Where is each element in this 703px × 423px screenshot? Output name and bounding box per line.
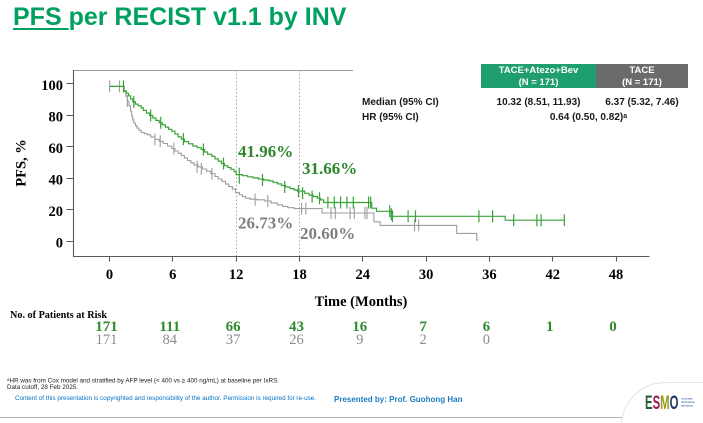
svg-text:26.73%: 26.73% [238, 214, 293, 233]
svg-text:48: 48 [609, 267, 624, 283]
svg-text:37: 37 [226, 332, 241, 348]
svg-text:80: 80 [49, 110, 64, 126]
svg-text:18: 18 [292, 267, 307, 283]
svg-text:BETTER MEDICINE: BETTER MEDICINE [681, 402, 695, 404]
svg-text:60: 60 [49, 141, 64, 157]
svg-text:24: 24 [356, 267, 371, 283]
svg-text:No. of Patients at Risk: No. of Patients at Risk [10, 310, 107, 321]
svg-text:ESMO: ESMO [645, 393, 679, 412]
svg-text:GOOD SCIENCE: GOOD SCIENCE [681, 398, 693, 400]
svg-text:0: 0 [56, 236, 63, 252]
svg-text:0: 0 [609, 319, 617, 335]
svg-text:20: 20 [49, 204, 64, 220]
svg-text:31.66%: 31.66% [302, 159, 357, 178]
svg-text:7: 7 [419, 319, 427, 335]
svg-text:66: 66 [226, 319, 242, 335]
svg-text:36: 36 [482, 267, 497, 283]
svg-text:30: 30 [419, 267, 434, 283]
svg-text:171: 171 [95, 319, 118, 335]
svg-text:40: 40 [49, 173, 64, 189]
svg-text:42: 42 [545, 267, 560, 283]
svg-text:6: 6 [169, 267, 176, 283]
svg-text:43: 43 [289, 319, 304, 335]
svg-text:1: 1 [546, 319, 554, 335]
svg-text:PFS, %: PFS, % [14, 139, 30, 187]
svg-text:9: 9 [356, 332, 363, 348]
svg-text:Time (Months): Time (Months) [315, 294, 408, 310]
svg-text:BEST PRACTICE: BEST PRACTICE [681, 404, 693, 407]
svg-text:12: 12 [229, 267, 244, 283]
svg-text:111: 111 [159, 319, 180, 335]
svg-text:16: 16 [352, 319, 368, 335]
svg-text:0: 0 [106, 267, 113, 283]
svg-text:20.60%: 20.60% [300, 224, 355, 243]
svg-text:6: 6 [483, 319, 491, 335]
svg-text:2: 2 [419, 332, 426, 348]
svg-text:26: 26 [289, 332, 304, 348]
svg-text:41.96%: 41.96% [238, 142, 293, 161]
svg-text:0: 0 [483, 332, 490, 348]
svg-text:100: 100 [41, 78, 63, 94]
svg-text:171: 171 [96, 332, 118, 348]
svg-text:84: 84 [163, 332, 178, 348]
